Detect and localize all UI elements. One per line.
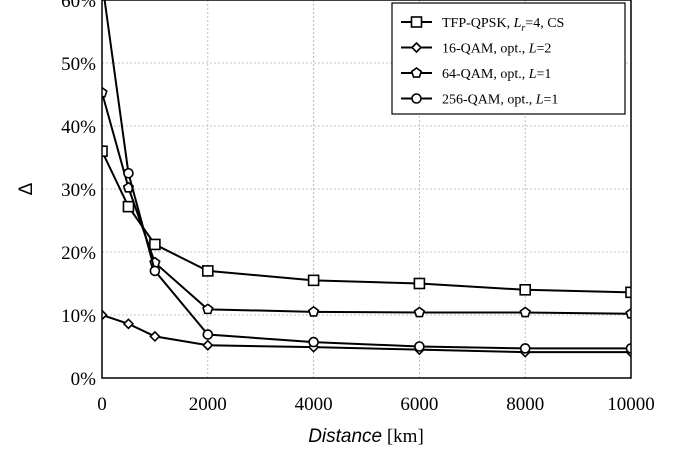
legend-marker — [411, 93, 422, 104]
data-point — [149, 238, 161, 251]
data-point — [102, 309, 108, 321]
y-tick-label: 30% — [61, 180, 96, 201]
legend-item: 64-QAM, opt., L=1 — [401, 67, 551, 82]
data-point — [202, 339, 214, 351]
legend-marker — [410, 67, 423, 78]
data-point — [308, 336, 319, 348]
data-point — [413, 277, 426, 290]
data-point — [202, 265, 214, 277]
y-tick-label: 60% — [61, 0, 96, 12]
y-tick-label: 0% — [71, 369, 97, 390]
x-tick-label: 6000 — [400, 394, 438, 415]
data-point — [307, 305, 320, 317]
legend-label: 64-QAM, opt., L=1 — [442, 67, 551, 82]
x-tick-label: 2000 — [189, 394, 227, 415]
series-line — [103, 0, 631, 350]
data-point — [413, 306, 426, 318]
legend-label: 256-QAM, opt., L=1 — [442, 93, 558, 108]
data-point — [519, 306, 531, 318]
data-point — [519, 283, 532, 296]
legend-label: 16-QAM, opt., L=2 — [442, 42, 551, 57]
legend-label: TFP-QPSK, Lr=4, CS — [442, 16, 564, 34]
data-point — [414, 341, 425, 352]
y-tick-label: 10% — [61, 306, 96, 327]
data-point — [625, 307, 631, 319]
legend-item: 256-QAM, opt., L=1 — [401, 93, 558, 108]
x-axis-title: Distance [km] — [308, 426, 424, 447]
legend-item: 16-QAM, opt., L=2 — [401, 42, 551, 57]
legend: TFP-QPSK, Lr=4, CS 16-QAM, opt., L=2 64-QA… — [391, 2, 626, 115]
data-point — [122, 318, 135, 330]
data-point — [122, 200, 135, 213]
data-point — [202, 303, 214, 315]
y-axis-title: Δ — [16, 182, 37, 195]
data-point — [102, 86, 108, 98]
x-tick-label: 4000 — [295, 394, 333, 415]
x-tick-label: 8000 — [506, 394, 544, 415]
y-tick-label: 40% — [61, 117, 96, 138]
data-point — [625, 343, 631, 354]
data-point — [625, 286, 631, 299]
legend-marker — [410, 41, 423, 54]
data-point — [307, 274, 320, 287]
series-line — [102, 150, 631, 294]
data-point — [519, 343, 531, 354]
y-tick-label: 20% — [61, 243, 96, 264]
data-point — [102, 145, 108, 157]
series-line — [102, 314, 631, 354]
plot-frame — [101, 0, 632, 379]
data-point — [123, 167, 134, 179]
series-circle — [103, 0, 631, 354]
series-line — [102, 92, 631, 315]
grid-lines — [102, 0, 631, 378]
x-tick-label: 10000 — [607, 394, 655, 415]
tick-labels: 0 2000 4000 6000 8000 10000 0% 10% 20% 30% 40% 50% 6… — [61, 0, 655, 415]
data-series — [102, 0, 631, 358]
legend-item: TFP-QPSK, Lr=4, CS — [401, 16, 564, 34]
data-point — [202, 329, 214, 340]
data-point — [149, 330, 161, 343]
legend-marker — [410, 16, 423, 28]
data-point — [149, 265, 161, 277]
y-tick-label: 50% — [61, 54, 96, 75]
x-tick-label: 0 — [97, 394, 107, 415]
series-square — [102, 145, 631, 299]
